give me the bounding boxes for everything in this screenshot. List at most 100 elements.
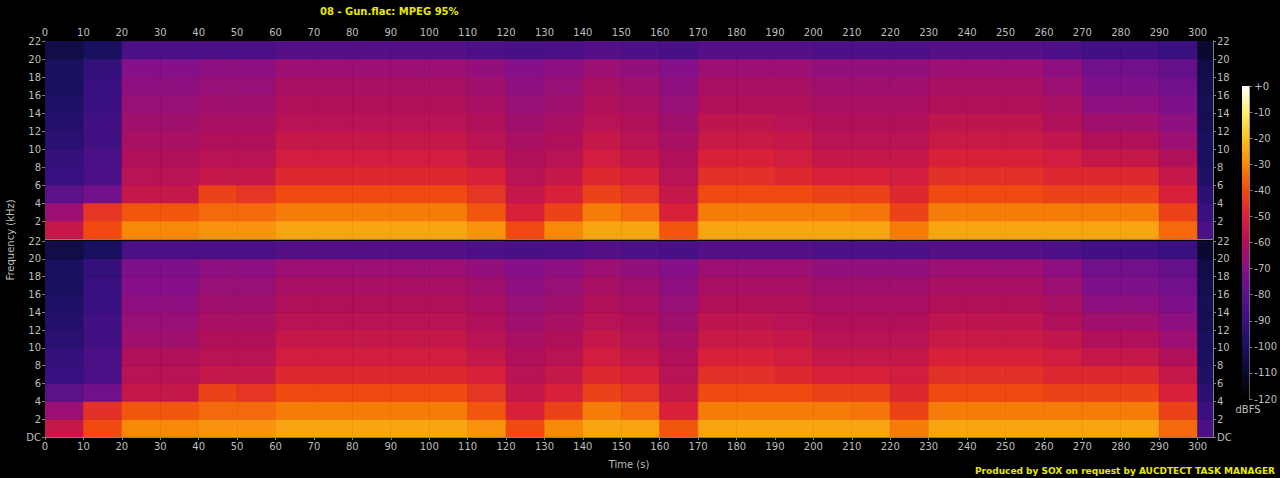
svg-text:-90: -90 [1254, 315, 1270, 326]
svg-text:290: 290 [1150, 441, 1169, 452]
svg-text:170: 170 [689, 27, 708, 38]
svg-text:280: 280 [1111, 441, 1130, 452]
svg-text:Frequency (kHz): Frequency (kHz) [5, 199, 16, 280]
svg-text:50: 50 [231, 441, 244, 452]
svg-text:-100: -100 [1254, 341, 1277, 352]
svg-text:Time (s): Time (s) [608, 459, 650, 470]
svg-text:20: 20 [115, 441, 128, 452]
svg-text:DC: DC [26, 432, 41, 443]
svg-text:230: 230 [919, 27, 938, 38]
svg-text:8: 8 [1217, 162, 1223, 173]
svg-text:60: 60 [269, 27, 282, 38]
svg-text:210: 210 [842, 441, 861, 452]
svg-text:16: 16 [1217, 90, 1230, 101]
svg-text:100: 100 [420, 441, 439, 452]
svg-text:20: 20 [1217, 253, 1230, 264]
svg-text:0: 0 [42, 27, 48, 38]
svg-text:12: 12 [28, 325, 41, 336]
svg-text:60: 60 [269, 441, 282, 452]
svg-text:18: 18 [1217, 271, 1230, 282]
svg-text:200: 200 [804, 27, 823, 38]
svg-text:22: 22 [1217, 36, 1230, 47]
svg-text:100: 100 [420, 27, 439, 38]
svg-text:6: 6 [1217, 180, 1223, 191]
svg-text:10: 10 [77, 441, 90, 452]
svg-text:-40: -40 [1254, 185, 1270, 196]
svg-text:160: 160 [650, 27, 669, 38]
svg-text:16: 16 [28, 90, 41, 101]
svg-text:Produced by SOX on request by: Produced by SOX on request by AUCDTECT T… [975, 466, 1275, 476]
svg-text:120: 120 [497, 441, 516, 452]
svg-text:2: 2 [1217, 216, 1223, 227]
svg-text:190: 190 [765, 441, 784, 452]
svg-text:6: 6 [35, 378, 41, 389]
svg-text:DC: DC [1217, 432, 1232, 443]
svg-text:12: 12 [28, 126, 41, 137]
svg-text:170: 170 [689, 441, 708, 452]
svg-text:90: 90 [384, 441, 397, 452]
svg-text:110: 110 [458, 27, 477, 38]
svg-text:12: 12 [1217, 126, 1230, 137]
svg-text:200: 200 [804, 441, 823, 452]
svg-text:4: 4 [35, 198, 41, 209]
svg-text:250: 250 [996, 27, 1015, 38]
svg-text:22: 22 [28, 236, 41, 247]
svg-text:240: 240 [958, 27, 977, 38]
svg-text:2: 2 [35, 414, 41, 425]
svg-text:10: 10 [28, 144, 41, 155]
svg-text:80: 80 [346, 441, 359, 452]
svg-text:0: 0 [42, 441, 48, 452]
svg-text:110: 110 [458, 441, 477, 452]
svg-text:22: 22 [1217, 236, 1230, 247]
svg-text:-120: -120 [1254, 394, 1277, 405]
svg-text:290: 290 [1150, 27, 1169, 38]
svg-text:4: 4 [1217, 396, 1223, 407]
svg-text:160: 160 [650, 441, 669, 452]
svg-text:-20: -20 [1254, 133, 1270, 144]
svg-text:10: 10 [77, 27, 90, 38]
svg-text:6: 6 [1217, 378, 1223, 389]
svg-text:14: 14 [1217, 307, 1230, 318]
svg-text:70: 70 [308, 441, 321, 452]
svg-text:90: 90 [384, 27, 397, 38]
svg-text:40: 40 [192, 27, 205, 38]
svg-text:30: 30 [154, 441, 167, 452]
svg-text:300: 300 [1188, 441, 1207, 452]
svg-text:20: 20 [28, 253, 41, 264]
svg-text:20: 20 [1217, 54, 1230, 65]
svg-text:-110: -110 [1254, 367, 1277, 378]
svg-text:4: 4 [1217, 198, 1223, 209]
svg-text:120: 120 [497, 27, 516, 38]
svg-text:18: 18 [28, 72, 41, 83]
svg-text:230: 230 [919, 441, 938, 452]
svg-text:08 - Gun.flac: MPEG 95%: 08 - Gun.flac: MPEG 95% [320, 6, 459, 17]
svg-text:12: 12 [1217, 325, 1230, 336]
svg-text:150: 150 [612, 27, 631, 38]
svg-text:8: 8 [35, 162, 41, 173]
svg-text:180: 180 [727, 27, 746, 38]
svg-text:-70: -70 [1254, 263, 1270, 274]
svg-text:dBFS: dBFS [1235, 404, 1260, 415]
svg-text:-80: -80 [1254, 289, 1270, 300]
svg-text:+0: +0 [1254, 81, 1269, 92]
svg-text:2: 2 [1217, 414, 1223, 425]
svg-text:14: 14 [1217, 108, 1230, 119]
svg-text:130: 130 [535, 27, 554, 38]
svg-text:8: 8 [1217, 360, 1223, 371]
svg-text:250: 250 [996, 441, 1015, 452]
svg-text:40: 40 [192, 441, 205, 452]
svg-text:180: 180 [727, 441, 746, 452]
svg-text:-30: -30 [1254, 159, 1270, 170]
svg-text:22: 22 [28, 36, 41, 47]
svg-text:50: 50 [231, 27, 244, 38]
svg-text:140: 140 [573, 27, 592, 38]
svg-text:-10: -10 [1254, 107, 1270, 118]
svg-text:14: 14 [28, 307, 41, 318]
svg-text:18: 18 [1217, 72, 1230, 83]
svg-text:10: 10 [28, 342, 41, 353]
svg-text:260: 260 [1034, 27, 1053, 38]
svg-text:80: 80 [346, 27, 359, 38]
svg-text:190: 190 [765, 27, 784, 38]
svg-text:10: 10 [1217, 144, 1230, 155]
svg-text:130: 130 [535, 441, 554, 452]
